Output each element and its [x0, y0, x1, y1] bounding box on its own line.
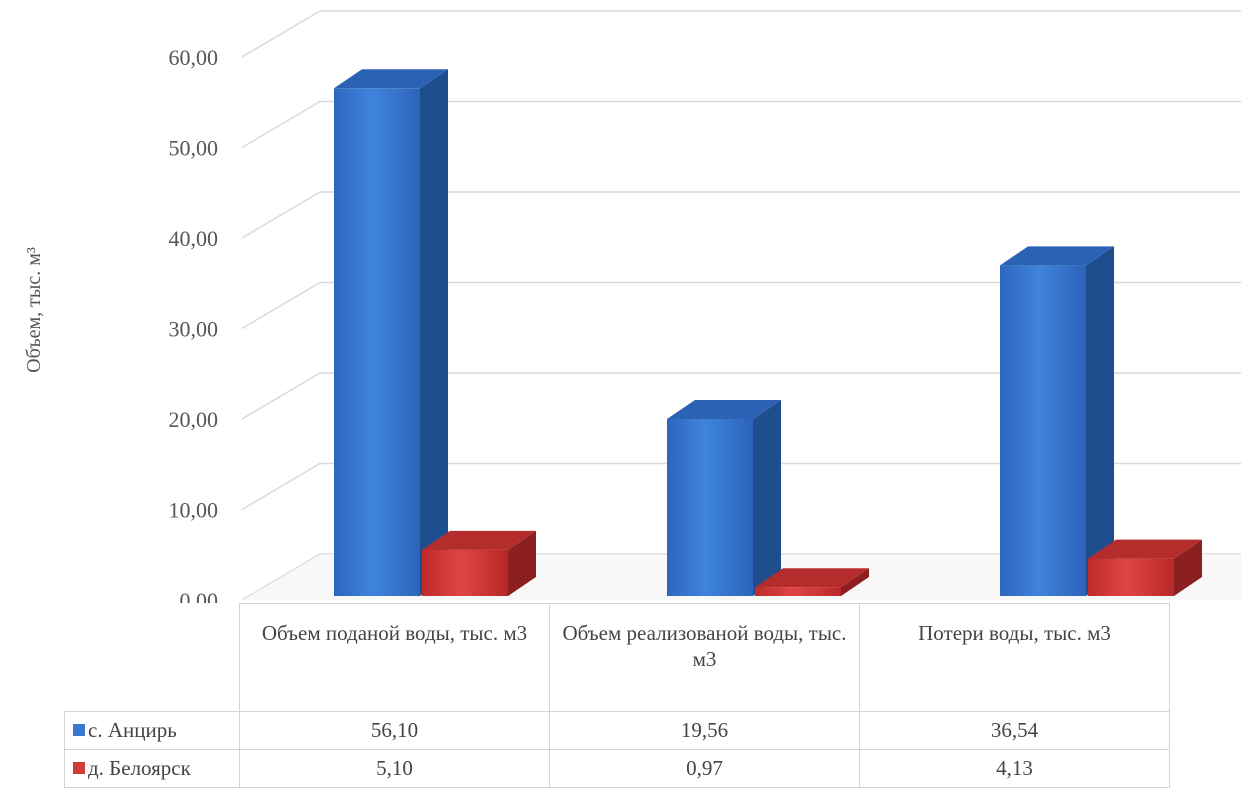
- chart: 0,00 10,00 20,00 30,00 40,00 50,00 60,00 Объем…: [23, 10, 1241, 603]
- y-tick-label: 40,00: [169, 226, 219, 251]
- y-tick-label: 10,00: [169, 498, 219, 523]
- bar-top: [1000, 246, 1114, 266]
- table-row: д. Белоярск 5,10 0,97 4,13: [64, 749, 1170, 788]
- table-row: с. Анцирь 56,10 19,56 36,54: [64, 711, 1170, 750]
- gridline: [241, 281, 1241, 330]
- gridline: [241, 191, 1241, 239]
- bar-front: [755, 587, 841, 596]
- bar-side: [508, 530, 536, 596]
- bar: [1088, 539, 1202, 596]
- data-label: 4,13: [859, 749, 1170, 788]
- bar-side: [841, 568, 869, 596]
- data-label: 56,10: [239, 711, 550, 750]
- legend-key-icon: [73, 762, 85, 774]
- data-label: 5,10: [239, 749, 550, 788]
- y-tick-label: 60,00: [169, 45, 219, 70]
- gridline: [241, 462, 1241, 511]
- bar-top: [755, 568, 869, 588]
- bar: [755, 568, 869, 596]
- legend-key-icon: [73, 724, 85, 736]
- bar: [422, 530, 536, 596]
- y-tick-label: 20,00: [169, 407, 219, 432]
- legend-entry: с. Анцирь: [64, 711, 240, 750]
- bar: [667, 399, 781, 596]
- bar-front: [1088, 558, 1174, 596]
- y-axis-title: Объем, тыс. м³: [23, 247, 45, 373]
- bar-front: [334, 88, 420, 597]
- y-tick-label: 30,00: [169, 317, 219, 342]
- table-corner: [64, 603, 240, 712]
- bar-top: [1088, 539, 1202, 559]
- data-label: 36,54: [859, 711, 1170, 750]
- y-tick-label: 0,00: [180, 588, 219, 603]
- category-label: Объем реализованой воды, тыс. м3: [549, 603, 860, 712]
- bar-top: [667, 399, 781, 419]
- data-table: Объем поданой воды, тыс. м3 Объем реализ…: [64, 603, 1170, 788]
- bar-side: [753, 399, 781, 596]
- bar-side: [1174, 539, 1202, 596]
- bar-front: [667, 418, 753, 596]
- bar-front: [1000, 265, 1086, 596]
- series-name: с. Анцирь: [88, 718, 177, 742]
- bar-top: [422, 530, 536, 550]
- category-label: Потери воды, тыс. м3: [859, 603, 1170, 712]
- bar-side: [1086, 246, 1114, 597]
- gridline: [241, 372, 1241, 420]
- data-label: 0,97: [549, 749, 860, 788]
- gridline: [241, 10, 1241, 58]
- bar-front: [422, 549, 508, 596]
- y-tick-label: 50,00: [169, 136, 219, 161]
- bar-top: [334, 69, 448, 89]
- legend-entry: д. Белоярск: [64, 749, 240, 788]
- data-label: 19,56: [549, 711, 860, 750]
- bar-side: [420, 69, 448, 597]
- bar: [334, 69, 448, 597]
- category-label: Объем поданой воды, тыс. м3: [239, 603, 550, 712]
- category-row: Объем поданой воды, тыс. м3 Объем реализ…: [64, 603, 1170, 712]
- series-name: д. Белоярск: [88, 756, 191, 780]
- gridline: [241, 100, 1241, 149]
- bar: [1000, 246, 1114, 597]
